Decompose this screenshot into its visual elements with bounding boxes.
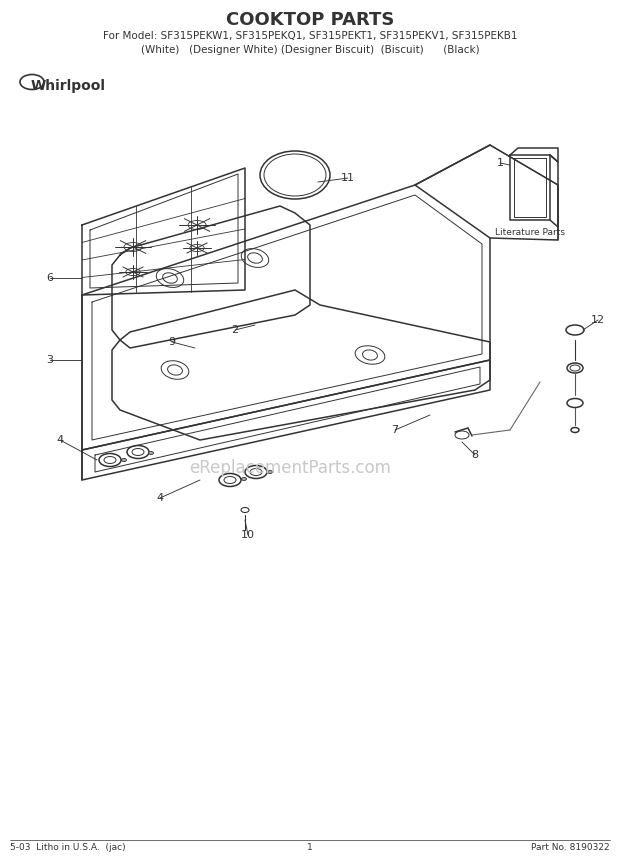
Text: 5-03  Litho in U.S.A.  (jac): 5-03 Litho in U.S.A. (jac) — [10, 843, 126, 853]
Text: 9: 9 — [169, 337, 175, 347]
Text: 2: 2 — [231, 325, 239, 335]
Text: 4: 4 — [156, 493, 164, 503]
Text: 10: 10 — [241, 530, 255, 540]
Text: 8: 8 — [471, 450, 479, 460]
Ellipse shape — [20, 74, 44, 90]
Text: 3: 3 — [46, 355, 53, 365]
Text: COOKTOP PARTS: COOKTOP PARTS — [226, 11, 394, 29]
Text: 11: 11 — [341, 173, 355, 183]
Ellipse shape — [122, 459, 126, 461]
Text: Literature Parts: Literature Parts — [495, 228, 565, 236]
Text: For Model: SF315PEKW1, SF315PEKQ1, SF315PEKT1, SF315PEKV1, SF315PEKB1: For Model: SF315PEKW1, SF315PEKQ1, SF315… — [103, 31, 517, 41]
Text: (White)   (Designer White) (Designer Biscuit)  (Biscuit)      (Black): (White) (Designer White) (Designer Biscu… — [141, 45, 479, 55]
Ellipse shape — [149, 451, 154, 455]
Text: 1: 1 — [497, 158, 503, 168]
Ellipse shape — [242, 478, 247, 480]
Text: Whirlpool: Whirlpool — [30, 79, 105, 93]
Text: eReplacementParts.com: eReplacementParts.com — [189, 459, 391, 477]
Text: 4: 4 — [56, 435, 64, 445]
Text: 12: 12 — [591, 315, 605, 325]
Ellipse shape — [267, 471, 273, 473]
Text: 6: 6 — [46, 273, 53, 283]
Text: 1: 1 — [307, 843, 313, 853]
Text: 7: 7 — [391, 425, 399, 435]
Text: Part No. 8190322: Part No. 8190322 — [531, 843, 610, 853]
